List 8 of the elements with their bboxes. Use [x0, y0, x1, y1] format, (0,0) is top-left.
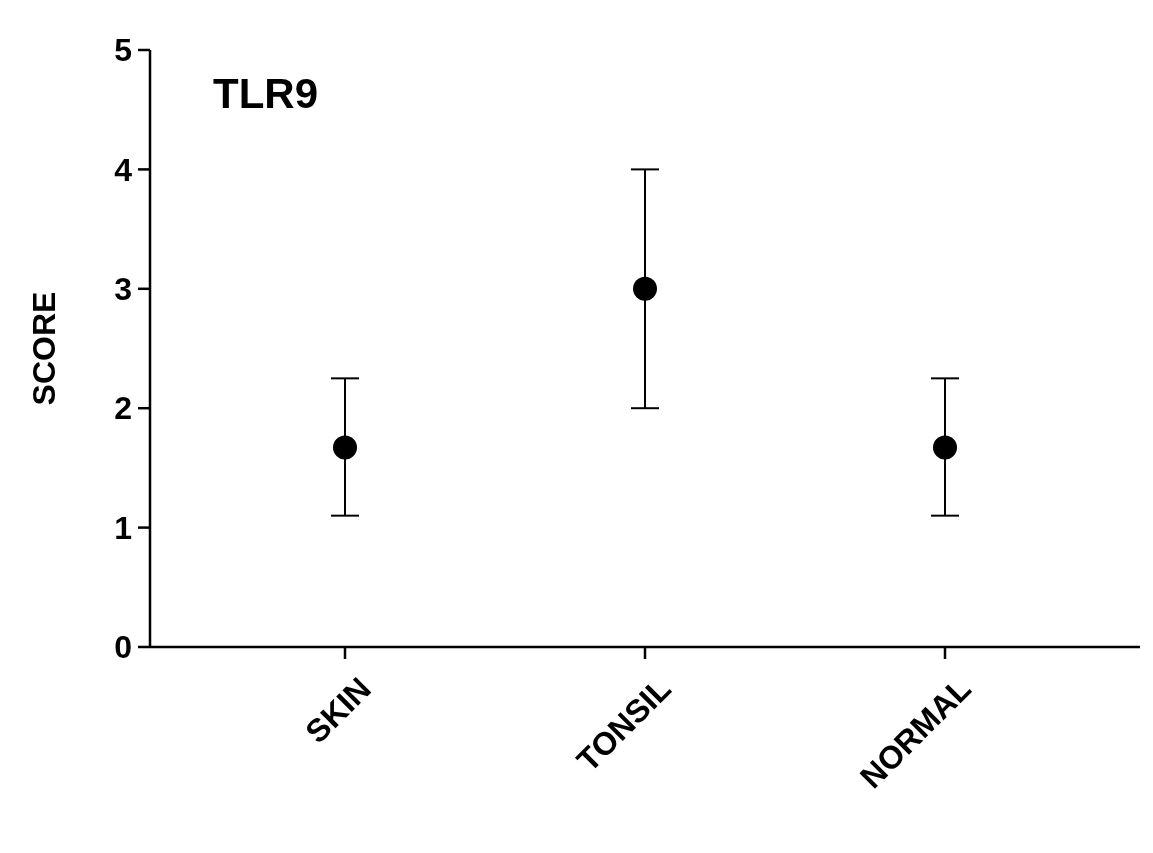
y-tick-label: 2 — [114, 390, 132, 427]
y-tick-label: 0 — [114, 629, 132, 666]
y-tick-label: 4 — [114, 151, 133, 188]
y-tick-label: 5 — [114, 32, 132, 69]
y-tick-label: 3 — [114, 271, 132, 307]
text: TLR9 — [213, 70, 318, 117]
y-tick-label: 1 — [114, 509, 132, 546]
y-axis-title: SCORE — [26, 291, 62, 406]
